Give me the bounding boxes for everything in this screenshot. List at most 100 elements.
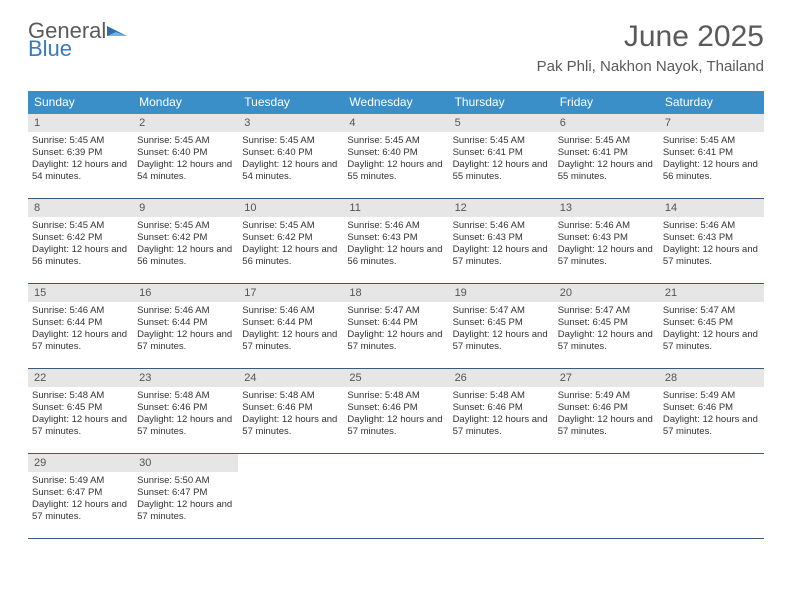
day-number: 2 [133, 114, 238, 132]
day-details: Sunrise: 5:45 AMSunset: 6:41 PMDaylight:… [659, 132, 764, 188]
sunrise-line: Sunrise: 5:46 AM [663, 220, 760, 232]
calendar-day-cell: 10Sunrise: 5:45 AMSunset: 6:42 PMDayligh… [238, 199, 343, 283]
day-number: 1 [28, 114, 133, 132]
daylight-line: Daylight: 12 hours and 57 minutes. [663, 329, 760, 353]
sunset-line: Sunset: 6:41 PM [453, 147, 550, 159]
weekday-header: Monday [133, 91, 238, 114]
daylight-line: Daylight: 12 hours and 57 minutes. [558, 329, 655, 353]
calendar-day-cell: 27 Sunrise: 5:49 AMSunset: 6:46 PMDayligh… [554, 369, 659, 453]
daylight-line: Daylight: 12 hours and 56 minutes. [32, 244, 129, 268]
brand-logo: GeneralBlue [28, 20, 131, 60]
day-number: 26 [449, 369, 554, 387]
calendar-day-cell: 5Sunrise: 5:45 AMSunset: 6:41 PMDaylight… [449, 114, 554, 198]
sunset-line: Sunset: 6:46 PM [453, 402, 550, 414]
sunset-line: Sunset: 6:46 PM [663, 402, 760, 414]
day-details: Sunrise: 5:45 AMSunset: 6:39 PMDaylight:… [28, 132, 133, 188]
calendar-day-cell: 19Sunrise: 5:47 AMSunset: 6:45 PMDayligh… [449, 284, 554, 368]
calendar-day-cell: 22Sunrise: 5:48 AMSunset: 6:45 PMDayligh… [28, 369, 133, 453]
daylight-line: Daylight: 12 hours and 57 minutes. [32, 414, 129, 438]
day-details: Sunrise: 5:47 AMSunset: 6:45 PMDaylight:… [554, 302, 659, 358]
calendar-day-cell: 16Sunrise: 5:46 AMSunset: 6:44 PMDayligh… [133, 284, 238, 368]
sunset-line: Sunset: 6:46 PM [558, 402, 655, 414]
daylight-line: Daylight: 12 hours and 57 minutes. [242, 414, 339, 438]
sunset-line: Sunset: 6:45 PM [32, 402, 129, 414]
daylight-line: Daylight: 12 hours and 54 minutes. [137, 159, 234, 183]
daylight-line: Daylight: 12 hours and 57 minutes. [558, 414, 655, 438]
day-details: Sunrise: 5:45 AMSunset: 6:42 PMDaylight:… [133, 217, 238, 273]
sunset-line: Sunset: 6:43 PM [558, 232, 655, 244]
calendar-day-cell: 6Sunrise: 5:45 AMSunset: 6:41 PMDaylight… [554, 114, 659, 198]
sunset-line: Sunset: 6:43 PM [347, 232, 444, 244]
calendar-empty-cell [238, 454, 343, 538]
day-details: Sunrise: 5:46 AMSunset: 6:43 PMDaylight:… [659, 217, 764, 273]
sunrise-line: Sunrise: 5:45 AM [558, 135, 655, 147]
sunset-line: Sunset: 6:42 PM [137, 232, 234, 244]
daylight-line: Daylight: 12 hours and 54 minutes. [32, 159, 129, 183]
calendar-week-row: 22Sunrise: 5:48 AMSunset: 6:45 PMDayligh… [28, 369, 764, 454]
daylight-line: Daylight: 12 hours and 57 minutes. [663, 414, 760, 438]
calendar-week-row: 29Sunrise: 5:49 AMSunset: 6:47 PMDayligh… [28, 454, 764, 539]
sunset-line: Sunset: 6:43 PM [453, 232, 550, 244]
sunset-line: Sunset: 6:44 PM [32, 317, 129, 329]
sunrise-line: Sunrise: 5:46 AM [558, 220, 655, 232]
day-number: 12 [449, 199, 554, 217]
weekday-header: Sunday [28, 91, 133, 114]
sunset-line: Sunset: 6:42 PM [32, 232, 129, 244]
calendar-day-cell: 17Sunrise: 5:46 AMSunset: 6:44 PMDayligh… [238, 284, 343, 368]
sunset-line: Sunset: 6:44 PM [242, 317, 339, 329]
calendar-day-cell: 21Sunrise: 5:47 AMSunset: 6:45 PMDayligh… [659, 284, 764, 368]
sunset-line: Sunset: 6:44 PM [137, 317, 234, 329]
sunrise-line: Sunrise: 5:49 AM [558, 390, 655, 402]
daylight-line: Daylight: 12 hours and 57 minutes. [137, 414, 234, 438]
day-number: 27 [554, 369, 659, 387]
day-details: Sunrise: 5:45 AMSunset: 6:40 PMDaylight:… [343, 132, 448, 188]
day-details: Sunrise: 5:49 AMSunset: 6:46 PMDaylight:… [659, 387, 764, 443]
day-details: Sunrise: 5:50 AMSunset: 6:47 PMDaylight:… [133, 472, 238, 528]
day-number: 7 [659, 114, 764, 132]
sunrise-line: Sunrise: 5:45 AM [242, 135, 339, 147]
day-details: Sunrise: 5:46 AMSunset: 6:43 PMDaylight:… [554, 217, 659, 273]
weekday-header: Thursday [449, 91, 554, 114]
day-details: Sunrise: 5:48 AMSunset: 6:45 PMDaylight:… [28, 387, 133, 443]
calendar-day-cell: 13Sunrise: 5:46 AMSunset: 6:43 PMDayligh… [554, 199, 659, 283]
day-details: Sunrise: 5:45 AMSunset: 6:42 PMDaylight:… [238, 217, 343, 273]
day-details: Sunrise: 5:45 AMSunset: 6:40 PMDaylight:… [133, 132, 238, 188]
day-number: 15 [28, 284, 133, 302]
weekday-header-row: SundayMondayTuesdayWednesdayThursdayFrid… [28, 91, 764, 114]
day-number: 17 [238, 284, 343, 302]
sunset-line: Sunset: 6:46 PM [137, 402, 234, 414]
sunrise-line: Sunrise: 5:45 AM [453, 135, 550, 147]
day-details: Sunrise: 5:47 AMSunset: 6:44 PMDaylight:… [343, 302, 448, 358]
sunrise-line: Sunrise: 5:50 AM [137, 475, 234, 487]
daylight-line: Daylight: 12 hours and 57 minutes. [453, 414, 550, 438]
calendar-day-cell: 2Sunrise: 5:45 AMSunset: 6:40 PMDaylight… [133, 114, 238, 198]
day-details: Sunrise: 5:46 AMSunset: 6:44 PMDaylight:… [133, 302, 238, 358]
sunset-line: Sunset: 6:40 PM [242, 147, 339, 159]
sunrise-line: Sunrise: 5:48 AM [347, 390, 444, 402]
daylight-line: Daylight: 12 hours and 55 minutes. [347, 159, 444, 183]
calendar-day-cell: 28Sunrise: 5:49 AMSunset: 6:46 PMDayligh… [659, 369, 764, 453]
daylight-line: Daylight: 12 hours and 57 minutes. [32, 329, 129, 353]
sunrise-line: Sunrise: 5:46 AM [32, 305, 129, 317]
calendar-day-cell: 9Sunrise: 5:45 AMSunset: 6:42 PMDaylight… [133, 199, 238, 283]
daylight-line: Daylight: 12 hours and 57 minutes. [242, 329, 339, 353]
sunset-line: Sunset: 6:39 PM [32, 147, 129, 159]
calendar-empty-cell [343, 454, 448, 538]
sunset-line: Sunset: 6:43 PM [663, 232, 760, 244]
sunrise-line: Sunrise: 5:47 AM [663, 305, 760, 317]
day-details: Sunrise: 5:46 AMSunset: 6:44 PMDaylight:… [28, 302, 133, 358]
calendar-empty-cell [449, 454, 554, 538]
day-details: Sunrise: 5:45 AMSunset: 6:42 PMDaylight:… [28, 217, 133, 273]
calendar-day-cell: 18Sunrise: 5:47 AMSunset: 6:44 PMDayligh… [343, 284, 448, 368]
daylight-line: Daylight: 12 hours and 57 minutes. [137, 329, 234, 353]
day-details: Sunrise: 5:46 AMSunset: 6:44 PMDaylight:… [238, 302, 343, 358]
sunrise-line: Sunrise: 5:45 AM [663, 135, 760, 147]
brand-flag-icon [107, 23, 131, 39]
day-details: Sunrise: 5:48 AMSunset: 6:46 PMDaylight:… [133, 387, 238, 443]
calendar-grid: SundayMondayTuesdayWednesdayThursdayFrid… [28, 91, 764, 539]
sunrise-line: Sunrise: 5:47 AM [558, 305, 655, 317]
sunrise-line: Sunrise: 5:46 AM [453, 220, 550, 232]
calendar-week-row: 1Sunrise: 5:45 AMSunset: 6:39 PMDaylight… [28, 114, 764, 199]
sunset-line: Sunset: 6:47 PM [137, 487, 234, 499]
calendar-day-cell: 29Sunrise: 5:49 AMSunset: 6:47 PMDayligh… [28, 454, 133, 538]
